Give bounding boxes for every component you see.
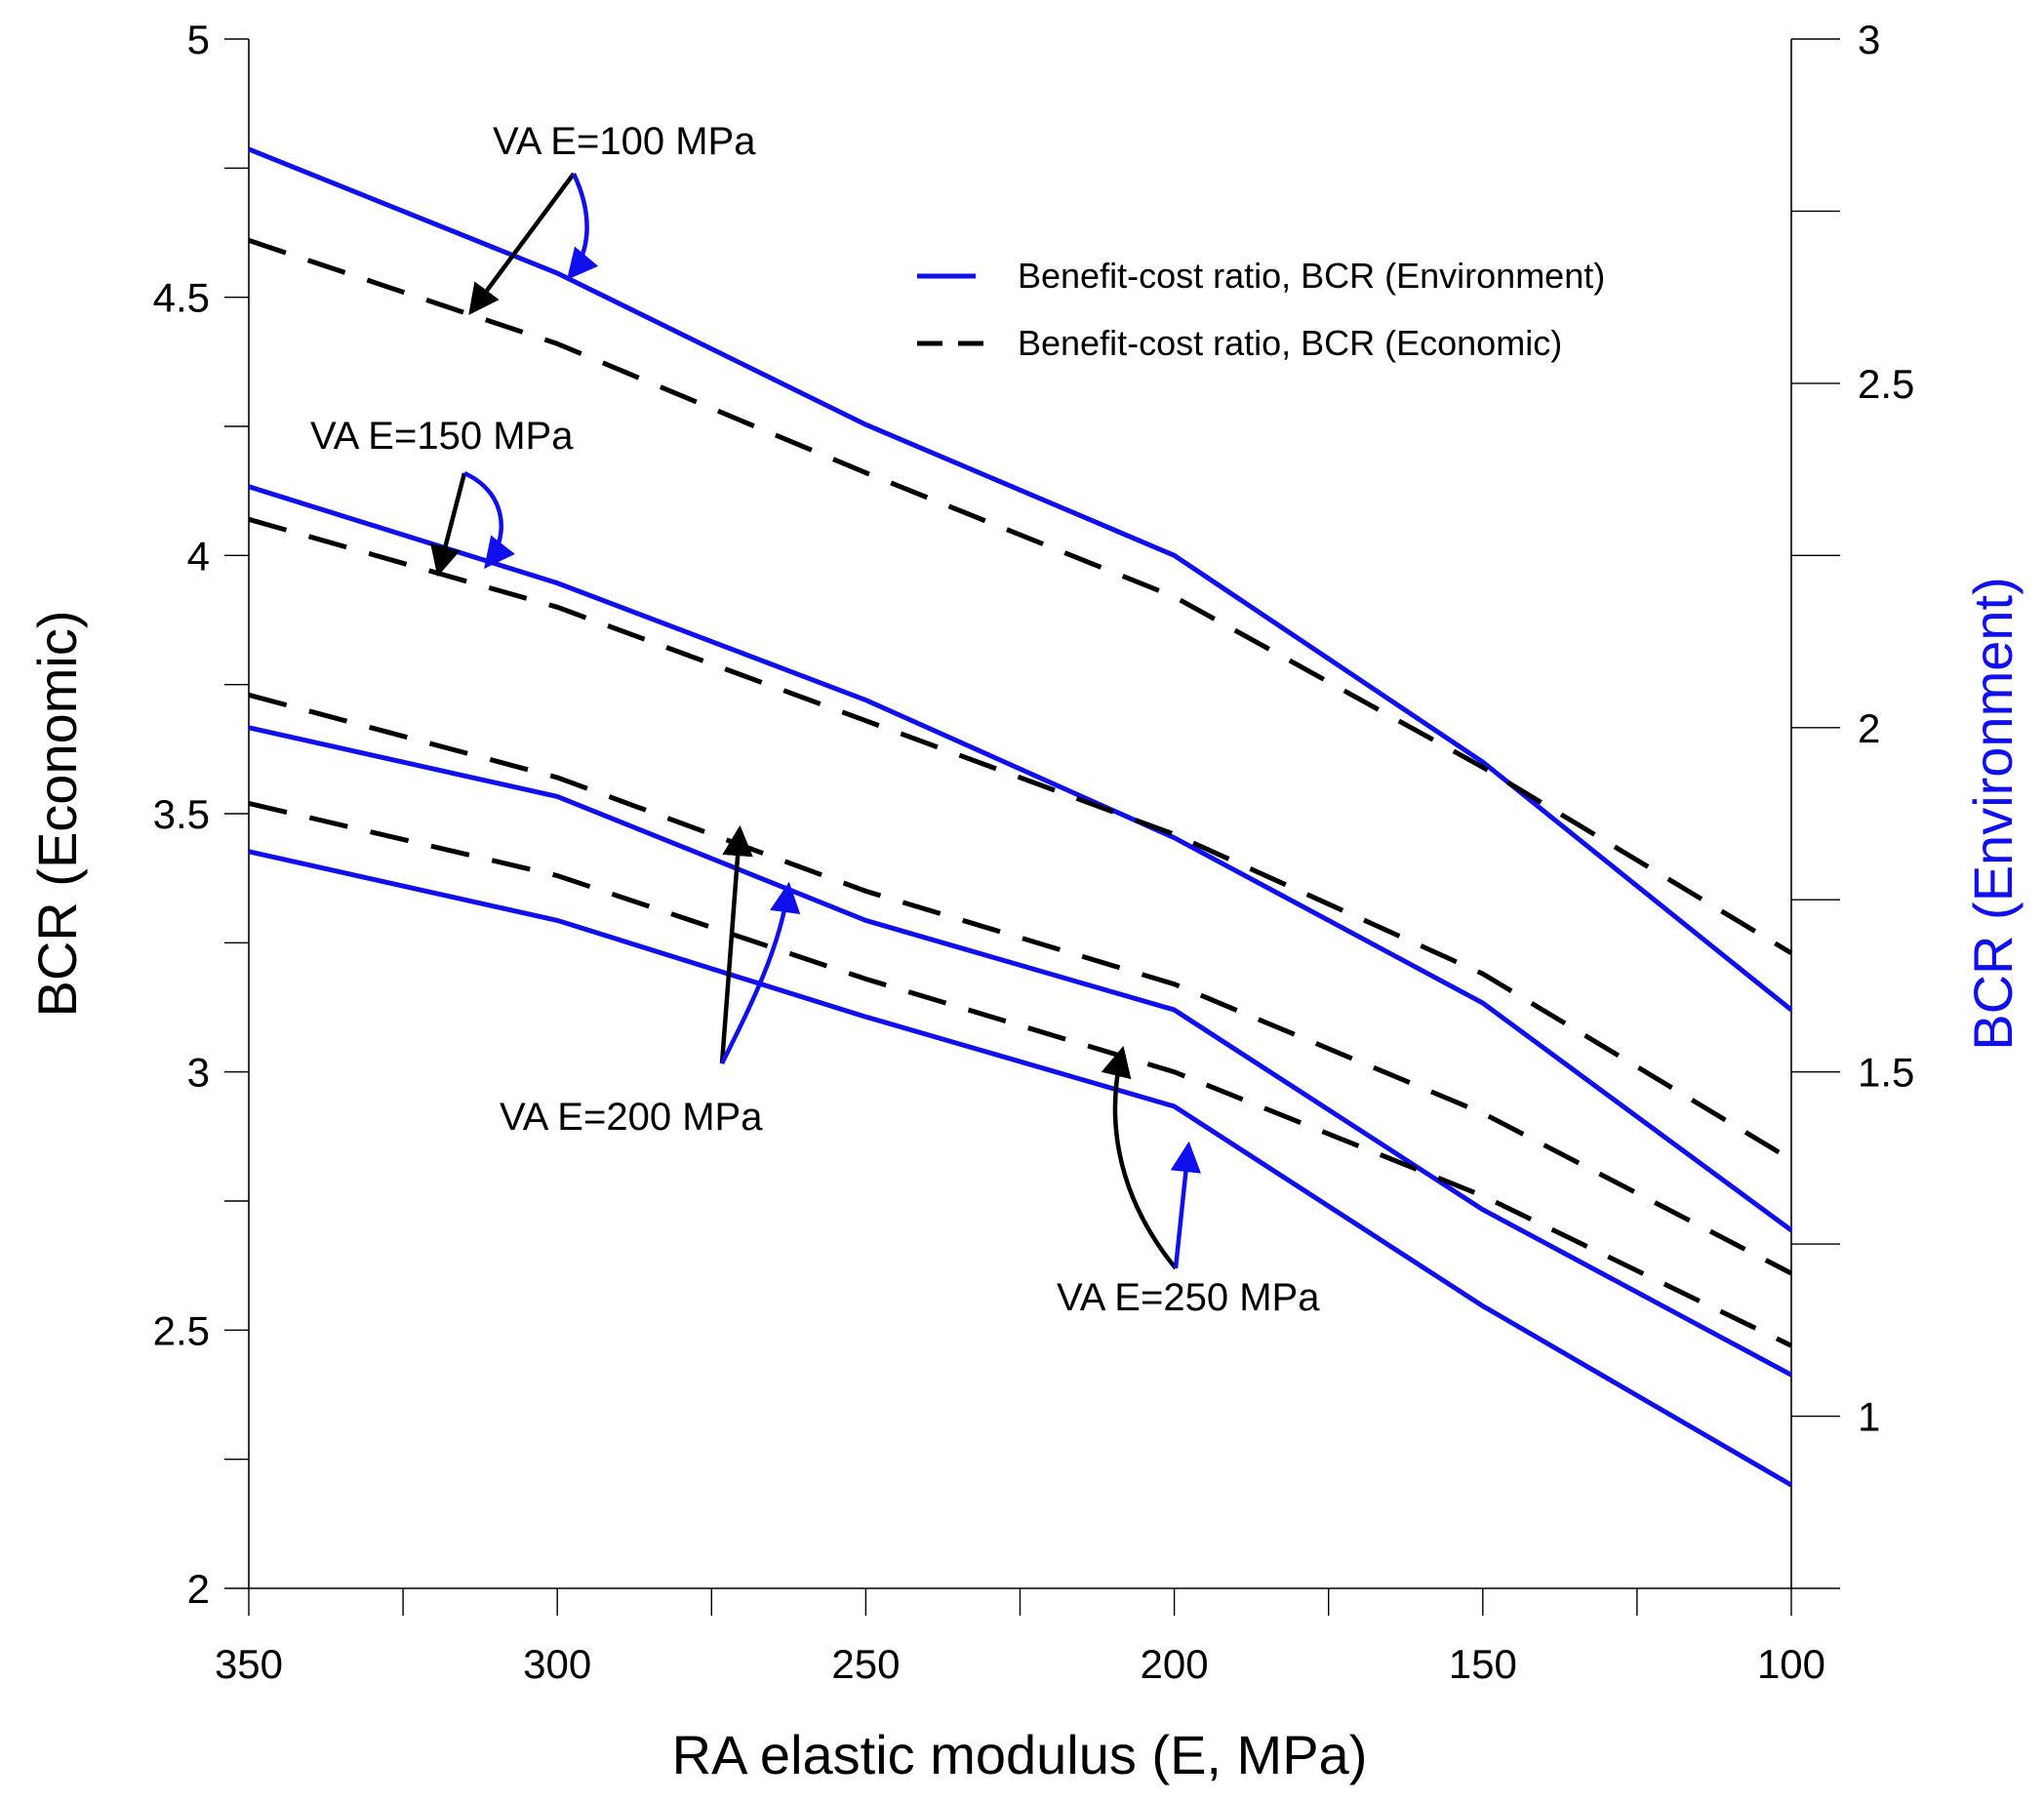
y-left-tick-label-3: 3.5 <box>153 791 210 837</box>
y-left-tick-label-6: 5 <box>187 17 210 62</box>
y-right-tick-label-3: 2.5 <box>1858 361 1914 407</box>
x-axis-title: RA elastic modulus (E, MPa) <box>672 1724 1368 1785</box>
annotation-arrows <box>430 172 1202 1270</box>
y-left-tick-label-0: 2 <box>187 1566 210 1612</box>
series-line-economic-va-e-150-mpa <box>248 516 1793 1162</box>
y-right-tick-label-0: 1 <box>1858 1394 1880 1440</box>
series-line-environment-va-e-150-mpa <box>248 484 1793 1233</box>
y-left-tick-label-1: 2.5 <box>153 1307 210 1353</box>
arrow-e200-economic <box>719 824 753 1064</box>
annotation-e250: VA E=250 MPa <box>1057 1276 1320 1319</box>
annotation-e150: VA E=150 MPa <box>310 415 574 458</box>
y-axis-left-title: BCR (Economic) <box>26 611 88 1018</box>
x-tick-label-1: 300 <box>523 1641 591 1687</box>
arrow-e100-environment <box>566 173 599 280</box>
y-right-tick-label-2: 2 <box>1858 705 1880 751</box>
series-line-environment-va-e-200-mpa <box>248 725 1793 1378</box>
arrow-e200-environment <box>719 881 801 1065</box>
arrow-e150-environment <box>463 470 515 569</box>
x-tick-label-4: 150 <box>1449 1641 1517 1687</box>
series-line-economic-va-e-200-mpa <box>248 692 1793 1276</box>
legend-label-environment: Benefit-cost ratio, BCR (Environment) <box>1018 256 1605 296</box>
x-tick-label-5: 100 <box>1757 1641 1825 1687</box>
legend-label-economic: Benefit-cost ratio, BCR (Economic) <box>1018 323 1562 363</box>
y-left-tick-label-5: 4.5 <box>153 275 210 321</box>
x-tick-label-2: 250 <box>831 1641 900 1687</box>
y-right-tick-label-1: 1.5 <box>1858 1050 1914 1096</box>
axis-tick-labels: 2 2.5 3 3.5 4 4.5 5 1 1.5 2 2.5 3 350 300 250 200 150 100 <box>153 17 1915 1687</box>
series-line-economic-va-e-100-mpa <box>248 238 1793 956</box>
arrow-e100-economic <box>468 172 576 316</box>
arrow-e150-economic <box>430 472 467 578</box>
arrow-e250-economic <box>1101 1045 1178 1270</box>
series-line-economic-va-e-250-mpa <box>248 800 1793 1348</box>
y-left-tick-label-4: 4 <box>187 533 210 579</box>
x-tick-label-0: 350 <box>215 1641 283 1687</box>
y-axis-right-title: BCR (Environment) <box>1962 577 2024 1050</box>
arrow-e250-environment <box>1170 1141 1202 1269</box>
series-line-environment-va-e-250-mpa <box>248 849 1793 1488</box>
axis-ticks <box>224 38 1840 1616</box>
y-right-tick-label-4: 3 <box>1858 17 1880 62</box>
legend: Benefit-cost ratio, BCR (Environment) Be… <box>917 256 1605 363</box>
annotation-e100: VA E=100 MPa <box>493 120 756 163</box>
series-line-environment-va-e-100-mpa <box>248 146 1793 1013</box>
y-left-tick-label-2: 3 <box>187 1050 210 1096</box>
x-tick-label-3: 200 <box>1141 1641 1209 1687</box>
annotation-e200: VA E=200 MPa <box>500 1096 763 1139</box>
